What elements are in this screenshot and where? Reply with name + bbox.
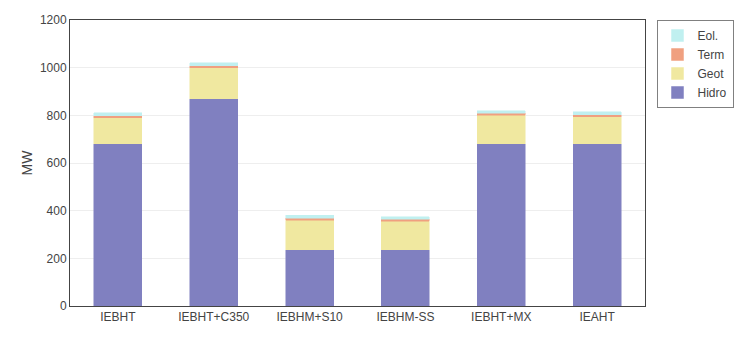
svg-text:MW: MW (19, 150, 35, 176)
svg-text:IEBHT+C350: IEBHT+C350 (178, 310, 249, 324)
svg-text:200: 200 (47, 252, 67, 266)
svg-text:1200: 1200 (40, 13, 67, 27)
svg-text:0: 0 (60, 299, 67, 313)
svg-text:IEBHM-SS: IEBHM-SS (376, 310, 434, 324)
svg-text:IEBHT: IEBHT (100, 310, 136, 324)
svg-text:Term: Term (698, 48, 725, 62)
svg-text:IEBHM+S10: IEBHM+S10 (276, 310, 343, 324)
svg-text:800: 800 (47, 109, 67, 123)
svg-text:IEBHT+MX: IEBHT+MX (471, 310, 531, 324)
svg-text:Geot: Geot (698, 67, 725, 81)
svg-text:Hidro: Hidro (698, 86, 727, 100)
svg-text:1000: 1000 (40, 61, 67, 75)
svg-text:IEAHT: IEAHT (579, 310, 615, 324)
svg-text:600: 600 (47, 156, 67, 170)
svg-text:400: 400 (47, 204, 67, 218)
svg-text:Eol.: Eol. (698, 29, 719, 43)
